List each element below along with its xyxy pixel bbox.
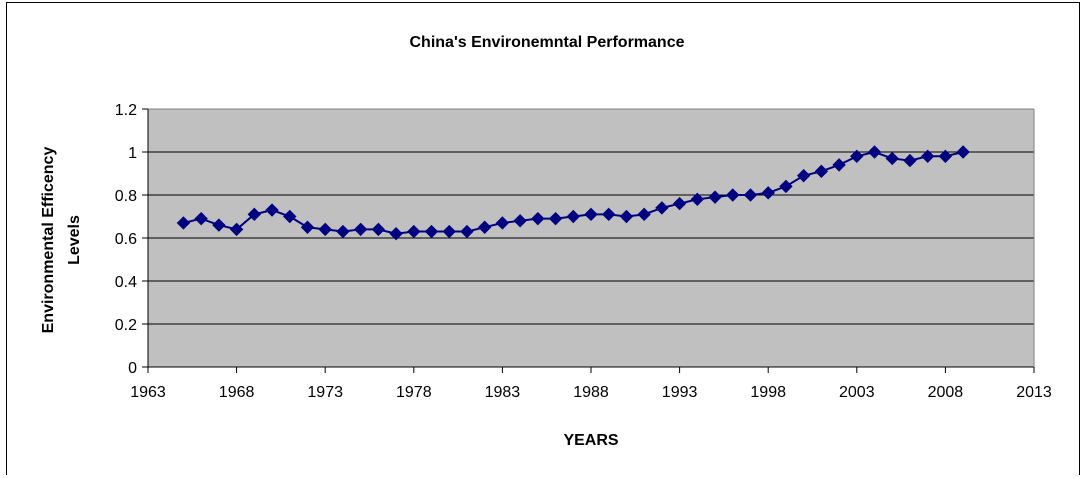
- data-point: [726, 188, 740, 202]
- y-tick-label: 1.2: [115, 102, 137, 119]
- y-tick-labels: 0 0.2 0.4 0.6 0.8 1 1.2: [115, 102, 148, 377]
- data-point: [708, 190, 722, 204]
- data-point: [832, 158, 846, 172]
- data-point: [477, 220, 492, 234]
- data-point: [548, 211, 563, 226]
- data-point: [796, 168, 811, 183]
- x-axis-label: YEARS: [563, 432, 618, 449]
- data-point: [885, 151, 899, 166]
- data-point: [743, 188, 758, 202]
- data-point: [850, 149, 864, 164]
- data-point: [584, 207, 598, 222]
- data-point: [300, 220, 315, 234]
- chart-frame: [6, 2, 1080, 475]
- data-point: [814, 164, 829, 179]
- data-point: [283, 209, 297, 224]
- x-tick-label: 1998: [750, 384, 786, 401]
- data-point: [867, 145, 882, 159]
- x-tick-labels: 1963 1968 1973 1978 1983 1988 1993 1998 2003 2008…: [130, 367, 1052, 401]
- data-point: [247, 207, 262, 222]
- data-point: [956, 145, 970, 159]
- y-tick-label: 1: [128, 145, 137, 162]
- data-point: [318, 222, 332, 237]
- data-point: [690, 192, 705, 207]
- y-axis-label-line-1: Environmental Efficency: [40, 147, 57, 334]
- data-point: [442, 224, 456, 239]
- x-tick-label: 1983: [485, 384, 521, 401]
- data-point: [212, 218, 226, 232]
- data-point: [176, 216, 191, 230]
- data-point: [619, 209, 634, 224]
- data-point: [371, 222, 386, 237]
- data-point: [903, 153, 917, 168]
- data-point: [637, 207, 651, 222]
- data-point: [495, 216, 510, 230]
- data-point: [672, 196, 687, 211]
- data-point: [938, 149, 953, 164]
- data-point: [779, 179, 793, 194]
- x-tick-label: 1968: [219, 384, 255, 401]
- data-point: [353, 222, 368, 237]
- data-point: [424, 224, 439, 239]
- y-axis-label-line-2: Levels: [66, 215, 83, 265]
- data-point: [265, 203, 279, 217]
- data-point: [194, 211, 208, 226]
- data-point: [655, 201, 669, 215]
- data-point: [602, 207, 616, 222]
- data-point: [566, 209, 580, 224]
- x-tick-label: 1988: [573, 384, 609, 401]
- x-tick-label: 1993: [662, 384, 698, 401]
- chart-title: China's Environemntal Performance: [410, 34, 685, 51]
- x-tick-label: 2013: [1016, 384, 1052, 401]
- data-point: [513, 214, 527, 228]
- data-point: [761, 186, 775, 200]
- y-tick-label: 0.6: [115, 231, 137, 248]
- data-point: [336, 224, 350, 239]
- y-tick-label: 0.4: [115, 274, 137, 291]
- y-tick-label: 0.8: [115, 188, 137, 205]
- x-tick-label: 1963: [130, 384, 166, 401]
- x-tick-label: 2008: [928, 384, 964, 401]
- series-efficiency: [176, 145, 970, 241]
- y-tick-label: 0.2: [115, 317, 137, 334]
- x-tick-label: 2003: [839, 384, 875, 401]
- x-tick-label: 1978: [396, 384, 432, 401]
- data-point: [229, 222, 244, 237]
- data-point: [389, 226, 403, 241]
- x-tick-label: 1973: [307, 384, 343, 401]
- y-tick-label: 0: [128, 360, 137, 377]
- data-point: [531, 211, 545, 226]
- data-point: [407, 224, 421, 239]
- data-point: [460, 224, 474, 239]
- data-point: [920, 149, 935, 164]
